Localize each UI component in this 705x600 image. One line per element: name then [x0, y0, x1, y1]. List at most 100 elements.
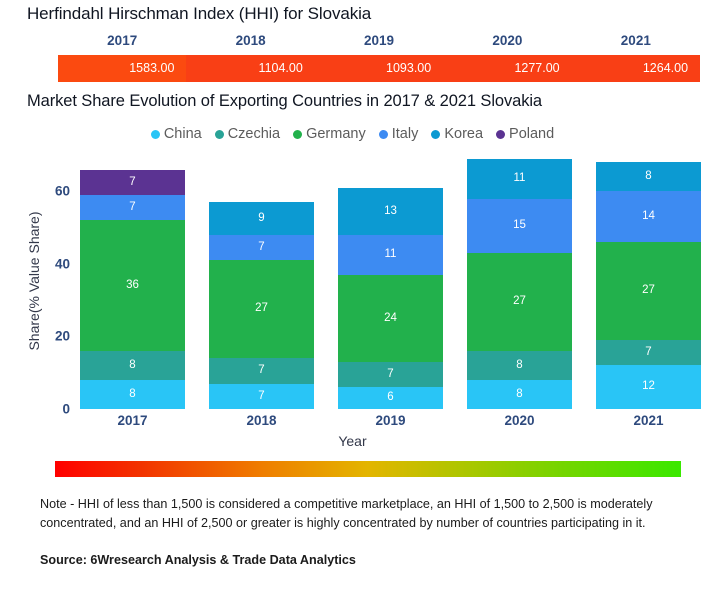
- y-axis-tick-label: 60: [54, 183, 70, 199]
- bar-segment-czechia[interactable]: 8: [80, 350, 185, 380]
- bar-segment-value: 8: [645, 170, 652, 183]
- bar-group-2019: 6 7 24 11 13: [338, 187, 443, 409]
- bar-segment-italy[interactable]: 7: [209, 234, 314, 261]
- bar-segment-value: 11: [384, 248, 397, 261]
- x-axis-tick-label: 2021: [633, 413, 664, 428]
- y-axis-label: Share(% Value Share): [26, 211, 42, 351]
- hhi-year-header: 2017: [107, 33, 138, 48]
- bar-segment-value: 8: [129, 358, 136, 371]
- hhi-year-header: 2018: [235, 33, 266, 48]
- bar-segment-germany[interactable]: 27: [467, 253, 572, 351]
- bar-segment-czechia[interactable]: 7: [209, 358, 314, 384]
- bar-segment-value: 8: [516, 358, 523, 371]
- legend-item-label: Poland: [509, 126, 555, 142]
- bar-segment-value: 24: [384, 311, 397, 324]
- x-axis-tick-label: 2018: [246, 413, 277, 428]
- bar-segment-value: 12: [642, 380, 655, 393]
- bar-segment-value: 7: [387, 367, 394, 380]
- bar-segment-value: 7: [258, 364, 265, 377]
- bar-segment-italy[interactable]: 7: [80, 194, 185, 221]
- x-axis-tick-label: 2020: [504, 413, 535, 428]
- bar-segment-value: 8: [516, 387, 523, 400]
- bar-group-2018: 7 7 27 7 9: [209, 202, 314, 409]
- hhi-value-cell: 1093.00: [386, 61, 432, 75]
- bar-segment-germany[interactable]: 24: [338, 274, 443, 362]
- stacked-bar-chart: Share(% Value Share) 0 20 40 60 8 8 36 7 7 7 7 27 7…: [0, 155, 705, 449]
- chart-plot-area: 8 8 36 7 7 7 7 27 7 9 6 7 24 11 13 8 8 27 15 11 12 7 27 14 8: [80, 155, 701, 409]
- legend-swatch-icon: [496, 129, 506, 139]
- bar-segment-china[interactable]: 7: [209, 383, 314, 409]
- y-axis-tick-label: 40: [54, 256, 70, 272]
- legend-swatch-icon: [293, 129, 303, 139]
- bar-segment-china[interactable]: 6: [338, 387, 443, 409]
- legend-item-germany[interactable]: Germany: [293, 126, 366, 142]
- bar-segment-value: 27: [255, 302, 268, 315]
- legend-swatch-icon: [214, 129, 224, 139]
- bar-segment-italy[interactable]: 14: [596, 191, 701, 243]
- hhi-value-cell: 1277.00: [514, 61, 560, 75]
- x-axis-tick-label: 2017: [117, 413, 148, 428]
- legend-item-poland[interactable]: Poland: [496, 126, 554, 142]
- bar-segment-germany[interactable]: 27: [596, 242, 701, 341]
- bar-segment-italy[interactable]: 15: [467, 198, 572, 253]
- bar-segment-value: 8: [129, 387, 136, 400]
- legend-swatch-icon: [378, 129, 388, 139]
- bar-segment-value: 11: [513, 171, 526, 184]
- hhi-value-cell: 1104.00: [258, 61, 303, 75]
- hhi-gradient-scale: [55, 461, 681, 477]
- hhi-year-header: 2019: [363, 33, 395, 48]
- bar-segment-germany[interactable]: 36: [80, 220, 185, 351]
- chart-title: Market Share Evolution of Exporting Coun…: [27, 92, 542, 110]
- bar-segment-value: 14: [642, 209, 655, 222]
- hhi-title: Herfindahl Hirschman Index (HHI) for Slo…: [27, 4, 372, 23]
- legend-item-korea[interactable]: Korea: [431, 126, 483, 142]
- bar-segment-germany[interactable]: 27: [209, 260, 314, 359]
- bar-segment-czechia[interactable]: 7: [338, 361, 443, 388]
- hhi-year-header: 2021: [620, 33, 651, 48]
- legend-item-italy[interactable]: Italy: [378, 126, 419, 142]
- hhi-value-cell: 1264.00: [642, 61, 689, 75]
- bar-segment-china[interactable]: 12: [596, 365, 701, 409]
- y-axis-tick-label: 0: [62, 401, 70, 417]
- bar-segment-value: 7: [645, 346, 652, 359]
- legend-item-label: Czechia: [227, 126, 281, 142]
- bar-segment-value: 7: [258, 240, 265, 253]
- x-axis-label: Year: [338, 433, 367, 449]
- bar-segment-value: 7: [258, 389, 265, 402]
- bar-segment-italy[interactable]: 11: [338, 234, 443, 275]
- bar-segment-czechia[interactable]: 7: [596, 340, 701, 366]
- chart-legend: China Czechia Germany Italy Korea Poland: [0, 126, 705, 142]
- hhi-year-header-row: 2017 2018 2019 2020 2021: [58, 31, 700, 51]
- bar-segment-korea[interactable]: 8: [596, 162, 701, 192]
- legend-swatch-icon: [431, 129, 441, 139]
- legend-swatch-icon: [150, 129, 160, 139]
- bar-segment-korea[interactable]: 9: [209, 202, 314, 235]
- bar-segment-value: 9: [258, 211, 265, 224]
- bar-segment-value: 36: [126, 278, 139, 291]
- bar-segment-poland[interactable]: 7: [80, 169, 185, 195]
- legend-item-label: Italy: [391, 126, 419, 142]
- bar-group-2021: 12 7 27 14 8: [596, 162, 701, 409]
- bar-segment-value: 7: [129, 175, 136, 188]
- hhi-year-header: 2020: [492, 33, 523, 48]
- legend-item-czechia[interactable]: Czechia: [214, 126, 281, 142]
- legend-item-label: China: [163, 126, 202, 142]
- bar-segment-china[interactable]: 8: [467, 379, 572, 409]
- bar-segment-value: 13: [384, 204, 397, 217]
- bar-segment-value: 6: [387, 391, 394, 404]
- source-text: Source: 6Wresearch Analysis & Trade Data…: [40, 553, 356, 567]
- legend-item-label: Korea: [444, 126, 484, 142]
- bar-group-2020: 8 8 27 15 11: [467, 158, 572, 409]
- bar-segment-china[interactable]: 8: [80, 379, 185, 409]
- hhi-value-cell: 1583.00: [58, 55, 187, 82]
- bar-segment-czechia[interactable]: 8: [467, 350, 572, 380]
- legend-item-label: Germany: [306, 126, 366, 142]
- footnote-text: Note - HHI of less than 1,500 is conside…: [40, 497, 653, 530]
- bar-segment-value: 15: [513, 219, 526, 232]
- bar-segment-korea[interactable]: 11: [467, 158, 572, 199]
- y-axis-tick-label: 20: [54, 328, 70, 344]
- legend-item-china[interactable]: China: [150, 126, 202, 142]
- bar-segment-korea[interactable]: 13: [338, 187, 443, 235]
- x-axis-tick-label: 2019: [375, 413, 406, 428]
- bar-segment-value: 27: [513, 295, 526, 308]
